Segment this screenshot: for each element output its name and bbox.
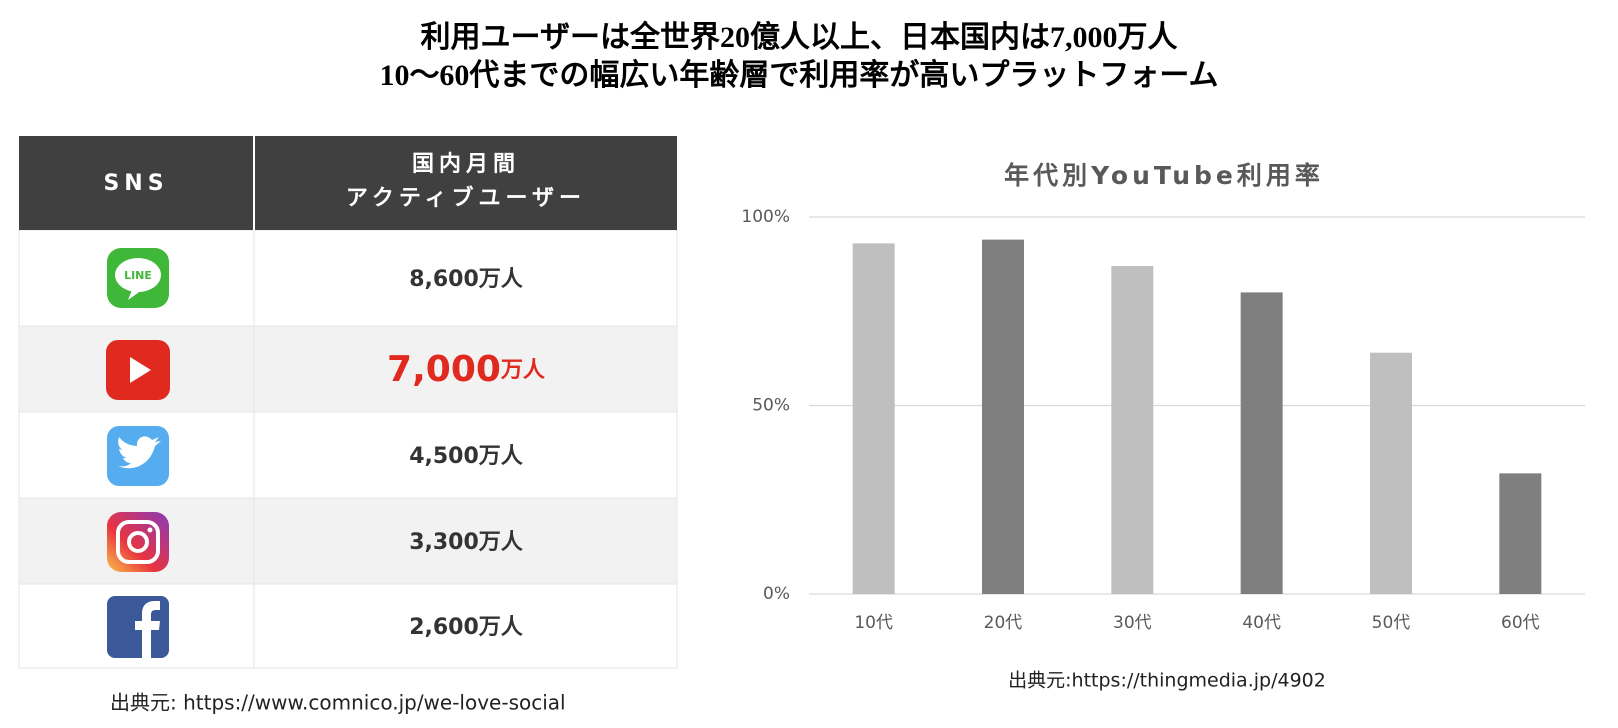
title-line: 利用ユーザーは全世界20億人以上、日本国内は7,000万人 bbox=[421, 20, 1178, 54]
bar bbox=[1370, 352, 1412, 594]
unit: 万人 bbox=[500, 358, 545, 383]
title-line: 10～60代までの幅広い年齢層で利用率が高いプラットフォーム bbox=[379, 58, 1218, 92]
table-header bbox=[19, 136, 677, 230]
bar bbox=[1111, 266, 1154, 594]
bar bbox=[1240, 292, 1283, 594]
x-tick-label: 10代 bbox=[854, 613, 893, 633]
user-count: 2,600万人 bbox=[409, 615, 523, 640]
amount: 8,600 bbox=[409, 267, 479, 292]
facebook-icon bbox=[107, 596, 169, 658]
amount: 3,300 bbox=[409, 530, 479, 555]
unit: 万人 bbox=[478, 615, 523, 640]
user-count: 7,000万人 bbox=[387, 349, 545, 390]
user-count: 3,300万人 bbox=[409, 530, 523, 555]
instagram-icon bbox=[107, 512, 169, 572]
unit: 万人 bbox=[478, 267, 523, 292]
user-count: 8,600万人 bbox=[409, 267, 523, 292]
header-cell: SNS bbox=[103, 171, 168, 196]
twitter-icon bbox=[107, 426, 169, 486]
x-tick-label: 30代 bbox=[1113, 613, 1152, 633]
x-tick-label: 50代 bbox=[1372, 613, 1411, 633]
unit: 万人 bbox=[478, 444, 523, 469]
chart-title: 年代別YouTube利用率 bbox=[1004, 161, 1324, 190]
y-tick-label: 0% bbox=[763, 584, 790, 604]
header-cell: アクティブユーザー bbox=[346, 185, 586, 211]
youtube-icon bbox=[106, 340, 170, 400]
bar bbox=[852, 243, 895, 594]
amount: 2,600 bbox=[409, 615, 479, 640]
line-icon: LINE bbox=[107, 248, 169, 308]
y-tick-label: 100% bbox=[741, 207, 790, 227]
bar bbox=[982, 239, 1024, 594]
source: 出典元:https://thingmedia.jp/4902 bbox=[1008, 670, 1326, 692]
x-tick-label: 60代 bbox=[1501, 613, 1540, 633]
unit: 万人 bbox=[478, 530, 523, 555]
x-tick-label: 40代 bbox=[1242, 613, 1281, 633]
bar bbox=[1499, 473, 1542, 594]
x-tick-label: 20代 bbox=[984, 613, 1023, 633]
source: 出典元: https://www.comnico.jp/we-love-soci… bbox=[110, 691, 566, 715]
icon-text: LINE bbox=[124, 269, 152, 282]
amount: 7,000 bbox=[387, 349, 501, 390]
amount: 4,500 bbox=[409, 444, 479, 469]
table: SNS 国内月間 アクティブユーザー LINE bbox=[18, 136, 678, 669]
header-cell: 国内月間 bbox=[412, 152, 520, 177]
y-tick-label: 50% bbox=[752, 396, 790, 416]
user-count: 4,500万人 bbox=[409, 444, 523, 469]
